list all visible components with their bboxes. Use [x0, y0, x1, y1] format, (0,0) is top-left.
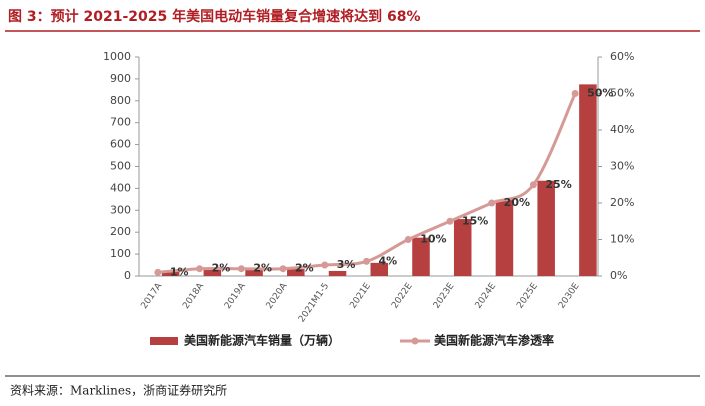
bar	[161, 271, 180, 276]
y2-tick-label: 50%	[610, 87, 634, 100]
line-marker	[571, 90, 579, 97]
data-label: 2%	[253, 262, 272, 275]
x-tick-label: 2030E	[557, 281, 582, 310]
x-tick-label: 2024E	[474, 281, 499, 310]
x-tick-label: 2020A	[265, 281, 290, 311]
x-tick-label: 2025E	[515, 281, 540, 310]
line-marker	[196, 265, 204, 273]
y-tick-label: 400	[110, 181, 131, 194]
legend-swatch	[150, 337, 178, 345]
line-marker	[321, 261, 329, 269]
data-label: 4%	[379, 254, 398, 267]
y2-tick-label: 10%	[610, 233, 634, 246]
y-tick-label: 800	[110, 94, 131, 107]
data-label: 25%	[545, 178, 571, 191]
data-label: 2%	[295, 262, 314, 275]
line-marker	[446, 217, 454, 225]
y2-tick-label: 30%	[610, 160, 634, 173]
y2-tick-label: 0%	[610, 269, 627, 282]
x-tick-label: 2021M1-5	[297, 281, 331, 324]
x-tick-label: 2022E	[390, 281, 415, 310]
line-marker	[404, 236, 412, 243]
source: 资料来源：Marklines，浙商证券研究所	[10, 383, 227, 398]
x-tick-label: 2017A	[140, 281, 165, 311]
line-marker	[363, 257, 370, 265]
bar	[537, 180, 555, 276]
y-tick-label: 100	[110, 247, 131, 260]
bar	[495, 199, 514, 276]
bar	[412, 237, 430, 276]
bar	[203, 268, 222, 276]
x-tick-label: 2023E	[432, 281, 457, 310]
data-label: 50%	[587, 87, 613, 100]
y-tick-label: 0	[124, 269, 131, 282]
data-label: 20%	[504, 196, 530, 209]
legend-swatch	[411, 337, 419, 345]
bar	[328, 270, 347, 276]
line-marker	[529, 181, 537, 189]
x-tick-label: 2018A	[181, 281, 206, 311]
bar	[287, 268, 305, 276]
line-marker	[279, 265, 287, 273]
y-tick-label: 700	[110, 116, 131, 129]
data-label: 2%	[212, 262, 231, 275]
data-label: 10%	[420, 233, 446, 246]
bar	[453, 219, 472, 276]
y-tick-label: 500	[110, 160, 131, 173]
chart-title: 图 3：预计 2021-2025 年美国电动车销量复合增速将达到 68%	[8, 8, 421, 25]
legend-label: 美国新能源汽车销量（万辆）	[184, 333, 340, 348]
bar	[245, 268, 263, 276]
y-tick-label: 600	[110, 138, 131, 151]
y-tick-label: 200	[110, 225, 131, 238]
x-tick-label: 2021E	[348, 281, 373, 310]
data-label: 3%	[337, 258, 356, 271]
data-label: 1%	[170, 265, 189, 278]
y-tick-label: 300	[110, 203, 131, 216]
y-tick-label: 1000	[103, 50, 131, 63]
data-label: 15%	[462, 214, 488, 227]
line-marker	[154, 268, 162, 276]
x-tick-label: 2019A	[223, 281, 248, 311]
legend-label: 美国新能源汽车渗透率	[434, 333, 554, 348]
line-marker	[237, 265, 245, 273]
bar	[579, 84, 597, 276]
bar	[370, 262, 389, 276]
y-tick-label: 900	[110, 72, 131, 85]
y2-tick-label: 40%	[610, 123, 634, 136]
y2-tick-label: 60%	[610, 50, 634, 63]
line-marker	[488, 199, 496, 207]
y2-tick-label: 20%	[610, 196, 634, 209]
